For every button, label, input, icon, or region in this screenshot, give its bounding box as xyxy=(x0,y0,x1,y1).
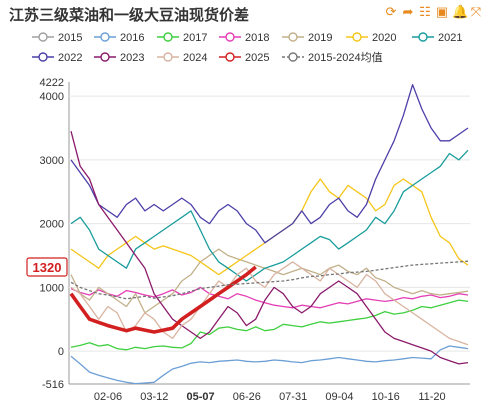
x-tick-03-12: 03-12 xyxy=(140,391,168,403)
legend-marker-2025[interactable] xyxy=(225,52,235,62)
legend-marker-2024[interactable] xyxy=(163,52,173,62)
y-tick-3000: 3000 xyxy=(40,155,64,167)
series-line-2015-2024均值[interactable] xyxy=(70,260,469,300)
x-tick-07-31: 07-31 xyxy=(279,391,307,403)
y-min-label: -516 xyxy=(42,379,64,391)
series-line-2022[interactable] xyxy=(70,84,469,244)
series-line-2023[interactable] xyxy=(70,131,469,365)
legend-marker-2020[interactable] xyxy=(352,32,362,42)
legend-marker-2019[interactable] xyxy=(288,32,298,42)
legend-label-2022[interactable]: 2022 xyxy=(58,52,82,64)
legend-label-2025[interactable]: 2025 xyxy=(245,52,269,64)
series-line-2019[interactable] xyxy=(70,248,469,314)
x-tick-09-04: 09-04 xyxy=(325,391,353,403)
legend-label-2015-2024均值[interactable]: 2015-2024均值 xyxy=(308,51,383,64)
legend-label-2018[interactable]: 2018 xyxy=(245,32,269,44)
x-tick-11-20: 11-20 xyxy=(418,391,445,403)
share-icon[interactable]: ➦ xyxy=(402,4,414,19)
legend-label-2019[interactable]: 2019 xyxy=(308,32,332,44)
x-tick-06-26: 06-26 xyxy=(233,391,261,403)
table-icon[interactable]: ☷ xyxy=(419,4,431,19)
series-line-2016[interactable] xyxy=(70,345,469,385)
x-tick-02-06: 02-06 xyxy=(94,391,122,403)
current-value-badge xyxy=(26,257,68,277)
legend-marker-2015[interactable] xyxy=(38,32,48,42)
series-line-2018[interactable] xyxy=(70,286,469,309)
series-line-2024[interactable] xyxy=(70,261,469,346)
y-tick-1000: 1000 xyxy=(40,282,64,294)
legend-marker-2023[interactable] xyxy=(100,52,110,62)
legend-marker-2015-2024均值[interactable] xyxy=(288,52,298,62)
current-value-label: 1320 xyxy=(33,260,62,275)
legend-label-2017[interactable]: 2017 xyxy=(183,32,207,44)
legend-marker-2021[interactable] xyxy=(418,32,428,42)
y-tick-0: 0 xyxy=(58,346,64,358)
fullscreen-icon[interactable]: ⤧ xyxy=(470,4,482,19)
y-tick-2000: 2000 xyxy=(40,219,64,231)
y-max-label: 4222 xyxy=(40,77,64,89)
x-tick-05-07: 05-07 xyxy=(187,391,215,403)
legend-label-2024[interactable]: 2024 xyxy=(183,52,207,64)
chart-toolbar: ⟳ ➦ ☷ ▣ 🔔 ⤧ xyxy=(384,4,483,20)
legend-marker-2022[interactable] xyxy=(38,52,48,62)
x-tick-10-16: 10-16 xyxy=(372,391,400,403)
refresh-icon[interactable]: ⟳ xyxy=(385,4,397,19)
legend-label-2023[interactable]: 2023 xyxy=(120,52,144,64)
legend-label-2015[interactable]: 2015 xyxy=(58,32,82,44)
series-line-2025[interactable] xyxy=(69,265,257,334)
legend-label-2020[interactable]: 2020 xyxy=(372,32,396,44)
chart-title: 江苏三级菜油和一级大豆油现货价差 xyxy=(9,7,250,24)
series-line-2017[interactable] xyxy=(70,299,469,351)
legend-marker-2018[interactable] xyxy=(225,32,235,42)
legend-marker-2017[interactable] xyxy=(163,32,173,42)
alert-icon[interactable]: 🔔 xyxy=(452,4,469,19)
legend-label-2021[interactable]: 2021 xyxy=(438,32,462,44)
save-icon[interactable]: ▣ xyxy=(435,4,449,19)
series-line-2021[interactable] xyxy=(70,149,469,282)
legend-marker-2016[interactable] xyxy=(100,32,110,42)
legend-label-2016[interactable]: 2016 xyxy=(120,32,144,44)
y-tick-4000: 4000 xyxy=(40,91,64,103)
